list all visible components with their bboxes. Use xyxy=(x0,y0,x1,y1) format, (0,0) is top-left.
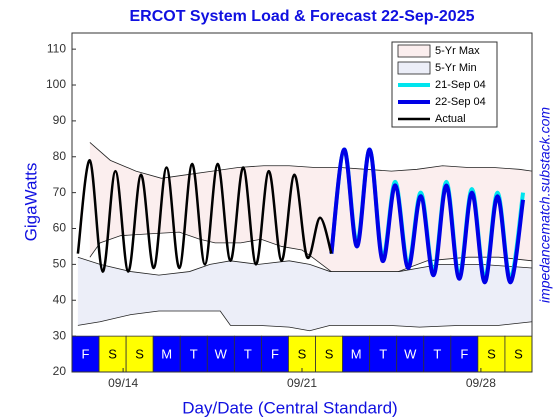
day-label: S xyxy=(108,347,117,362)
legend-label: 22-Sep 04 xyxy=(435,96,486,108)
y-tick-label: 20 xyxy=(53,364,67,378)
day-box xyxy=(71,335,100,373)
y-tick-label: 50 xyxy=(53,257,67,271)
day-box xyxy=(261,335,289,373)
y-tick-label: 70 xyxy=(53,185,67,199)
day-box xyxy=(206,335,235,373)
band-fill xyxy=(89,142,532,283)
day-box xyxy=(233,335,262,373)
y-tick-label: 40 xyxy=(53,292,67,306)
day-label: F xyxy=(271,347,279,362)
y-tick-label: 110 xyxy=(47,41,66,55)
day-label: S xyxy=(298,347,307,362)
day-label: T xyxy=(433,347,441,362)
band-fill xyxy=(77,257,532,331)
legend-swatch xyxy=(397,61,431,75)
legend-label: 5-Yr Min xyxy=(435,62,477,74)
band-lower xyxy=(89,231,533,283)
x-tick-label: 09/14 xyxy=(108,376,138,390)
y-axis-label: GigaWatts xyxy=(21,163,40,242)
day-box xyxy=(423,335,452,373)
y-tick-label: 30 xyxy=(53,328,67,342)
day-label: M xyxy=(351,347,362,362)
legend-swatch xyxy=(397,44,431,58)
day-label: F xyxy=(82,347,90,362)
x-tick-label: 09/21 xyxy=(287,376,317,390)
y-tick-label: 100 xyxy=(46,77,66,91)
day-box xyxy=(288,335,316,373)
chart-title: ERCOT System Load & Forecast 22-Sep-2025 xyxy=(129,8,474,25)
y-tick-label: 90 xyxy=(53,113,67,127)
y-tick-label: 60 xyxy=(53,221,67,235)
source-note: impedancematch.substack.com xyxy=(537,107,553,303)
x-tick-label: 09/28 xyxy=(466,376,496,390)
band-upper xyxy=(89,142,533,179)
day-label: T xyxy=(244,347,252,362)
legend: 5-Yr Max 5-Yr Min 21-Sep 04 22-Sep 04 Actual xyxy=(391,41,498,128)
x-axis-label: Day/Date (Central Standard) xyxy=(182,398,397,417)
day-label: S xyxy=(135,347,144,362)
legend-label: 21-Sep 04 xyxy=(435,79,486,91)
band-lower xyxy=(77,310,533,332)
legend-label: 5-Yr Max xyxy=(435,45,480,57)
load-line xyxy=(76,159,333,273)
day-label: M xyxy=(161,347,172,362)
day-label: S xyxy=(514,347,523,362)
day-label: W xyxy=(404,347,417,362)
day-label: F xyxy=(460,347,468,362)
y-tick-label: 80 xyxy=(53,149,67,163)
day-box xyxy=(396,335,425,373)
day-label: T xyxy=(379,347,387,362)
load-line xyxy=(329,147,526,285)
band-upper xyxy=(77,256,533,276)
day-label: S xyxy=(325,347,334,362)
legend-label: Actual xyxy=(435,113,466,125)
day-label: S xyxy=(487,347,496,362)
day-label: T xyxy=(190,347,198,362)
day-label: W xyxy=(215,347,228,362)
